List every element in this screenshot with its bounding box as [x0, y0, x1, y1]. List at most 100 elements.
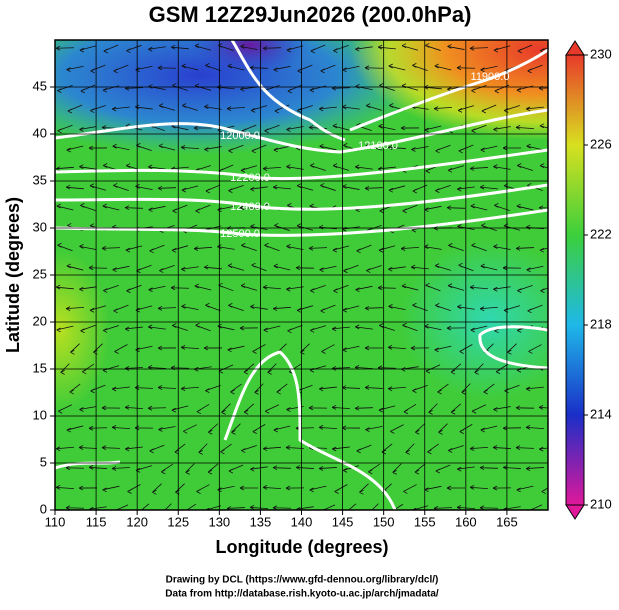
credit: Drawing by DCL (https://www.gfd-dennou.o… [166, 575, 439, 586]
streamline [181, 185, 199, 193]
streamline [78, 485, 98, 491]
colorbar-tick-label: 230 [590, 46, 612, 61]
streamline [113, 183, 129, 191]
streamline [66, 65, 84, 73]
streamline [158, 426, 176, 432]
streamline [205, 385, 221, 393]
streamline [158, 103, 176, 111]
streamline [56, 325, 74, 333]
streamline [240, 283, 258, 291]
streamline [273, 263, 291, 271]
streamline [309, 85, 327, 93]
colorbar-tick-label: 222 [590, 226, 612, 241]
streamline [425, 364, 441, 374]
streamline [342, 305, 360, 313]
streamline [79, 164, 97, 170]
streamline [515, 445, 534, 450]
y-tick-label: 25 [33, 266, 47, 281]
streamline [493, 164, 511, 170]
streamline [539, 247, 548, 253]
streamline [287, 324, 303, 334]
streamline [526, 265, 544, 273]
streamline [67, 104, 83, 114]
streamline [227, 345, 245, 353]
streamline [250, 466, 268, 472]
y-tick-label: 0 [40, 501, 47, 516]
streamline [126, 284, 142, 294]
streamline [428, 403, 438, 415]
streamline [55, 45, 74, 51]
contour-label: 12500.0 [220, 228, 260, 240]
streamline [549, 426, 567, 430]
streamline [379, 323, 395, 331]
streamline [57, 124, 73, 134]
streamline [480, 425, 498, 433]
streamline [196, 484, 210, 494]
streamline [193, 125, 213, 131]
streamline [493, 126, 511, 132]
streamline [66, 263, 84, 271]
x-tick-label: 115 [86, 514, 107, 529]
field [55, 40, 567, 510]
streamline [113, 64, 129, 74]
streamline [393, 503, 404, 510]
streamline [435, 184, 451, 194]
streamline [88, 465, 107, 470]
streamline [502, 425, 522, 431]
streamline [516, 203, 534, 211]
streamline [308, 405, 328, 411]
colorbar-tick-label: 226 [590, 136, 612, 151]
streamline [243, 363, 255, 375]
streamline [474, 363, 484, 375]
streamline [273, 65, 291, 73]
streamline [332, 163, 350, 171]
streamline [140, 503, 150, 510]
streamline [390, 424, 404, 434]
streamline [403, 484, 417, 494]
streamline [286, 164, 304, 170]
streamline [364, 185, 383, 191]
streamline [181, 63, 199, 71]
x-tick-label: 160 [455, 514, 477, 529]
streamline [469, 45, 488, 51]
streamline [228, 464, 244, 474]
streamline [102, 485, 120, 493]
streamline [321, 344, 335, 354]
streamline [438, 423, 448, 435]
streamline [434, 63, 452, 71]
streamline [181, 266, 199, 272]
streamline [181, 304, 199, 310]
streamline [447, 165, 465, 173]
streamline [483, 383, 495, 395]
streamline [193, 246, 212, 252]
streamline [286, 45, 304, 53]
streamline [65, 184, 84, 190]
streamline [227, 263, 245, 271]
streamline [492, 445, 511, 450]
streamline [392, 463, 402, 475]
streamline [152, 483, 162, 495]
x-axis-label: Longitude (degrees) [215, 537, 388, 557]
streamline [195, 204, 211, 214]
streamline [272, 184, 291, 190]
streamline [56, 203, 74, 211]
streamline [387, 345, 406, 350]
streamline [401, 43, 419, 51]
streamline [295, 465, 314, 470]
streamline [148, 46, 166, 52]
colorbar [565, 54, 585, 506]
streamline [539, 163, 548, 169]
streamline [171, 405, 189, 413]
streamline [65, 306, 84, 312]
streamline [446, 325, 466, 331]
streamline [549, 386, 567, 390]
streamline [308, 246, 327, 251]
streamline [228, 144, 244, 154]
streamline [250, 186, 268, 192]
streamline [198, 443, 208, 455]
streamline [414, 463, 426, 475]
x-tick-label: 135 [250, 514, 272, 529]
streamline [447, 283, 465, 291]
streamline [175, 483, 185, 495]
